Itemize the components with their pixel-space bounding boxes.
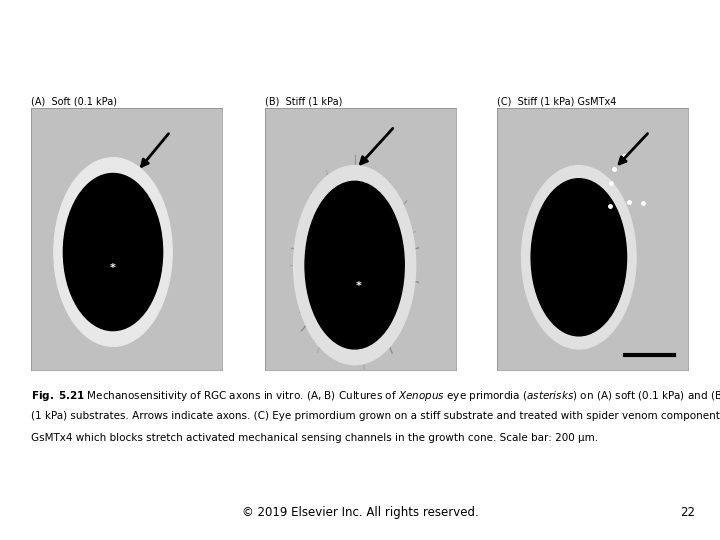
Text: © 2019 Elsevier Inc. All rights reserved.: © 2019 Elsevier Inc. All rights reserved… xyxy=(242,507,478,519)
Text: (A)  Soft (0.1 kPa): (A) Soft (0.1 kPa) xyxy=(31,96,117,106)
Text: $\mathbf{Fig.\ 5.21}$ Mechanosensitivity of RGC axons in vitro. (A, B) Cultures : $\mathbf{Fig.\ 5.21}$ Mechanosensitivity… xyxy=(31,389,720,403)
Ellipse shape xyxy=(531,179,626,336)
Text: GsMTx4 which blocks stretch activated mechanical sensing channels in the growth : GsMTx4 which blocks stretch activated me… xyxy=(31,433,598,443)
Text: (1 kPa) substrates. Arrows indicate axons. (C) Eye primordium grown on a stiff s: (1 kPa) substrates. Arrows indicate axon… xyxy=(31,411,720,421)
Text: 22: 22 xyxy=(680,507,695,519)
Text: (C)  Stiff (1 kPa) GsMTx4: (C) Stiff (1 kPa) GsMTx4 xyxy=(497,96,616,106)
Ellipse shape xyxy=(521,166,636,349)
Text: *: * xyxy=(110,263,116,273)
Text: (B)  Stiff (1 kPa): (B) Stiff (1 kPa) xyxy=(265,96,342,106)
Ellipse shape xyxy=(54,158,172,346)
Ellipse shape xyxy=(294,166,415,364)
Ellipse shape xyxy=(63,173,163,330)
Ellipse shape xyxy=(305,181,404,349)
Text: *: * xyxy=(356,281,361,291)
